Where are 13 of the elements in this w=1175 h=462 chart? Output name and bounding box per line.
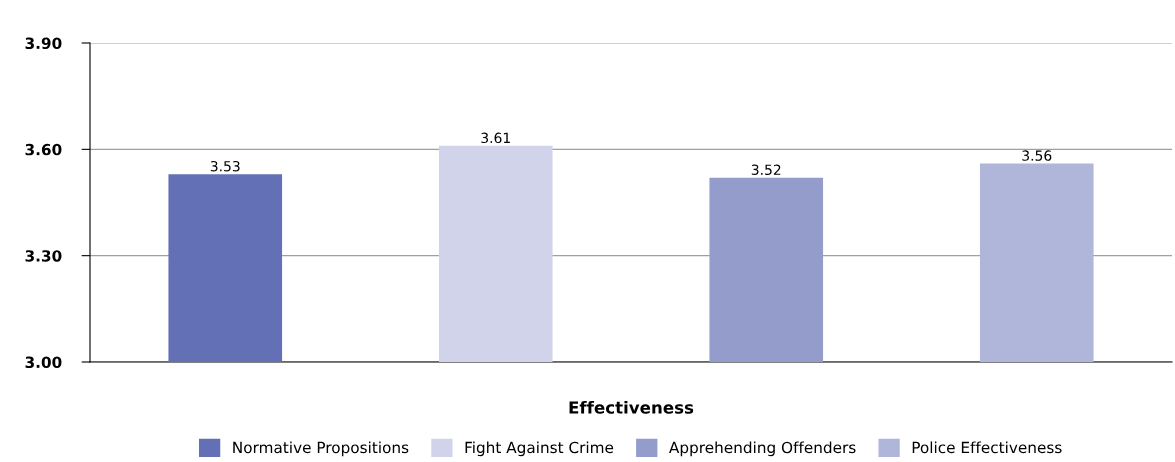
- legend-label: Apprehending Offenders: [669, 441, 856, 457]
- y-tick-label: 3.60: [25, 143, 62, 156]
- data-label: 3.52: [751, 164, 781, 175]
- y-tick-label: 3.00: [25, 356, 62, 369]
- x-tick-label: Effectiveness: [569, 400, 694, 414]
- legend-label: Police Effectiveness: [912, 441, 1062, 454]
- y-tick-label: 3.30: [25, 250, 62, 262]
- legend-label: Fight Against Crime: [465, 441, 614, 457]
- data-label: 3.61: [481, 132, 510, 144]
- data-label: 3.53: [210, 160, 240, 172]
- data-label: 3.56: [1022, 150, 1052, 161]
- y-tick-label: 3.90: [25, 37, 62, 50]
- legend-label: Normative Propositions: [233, 441, 409, 457]
